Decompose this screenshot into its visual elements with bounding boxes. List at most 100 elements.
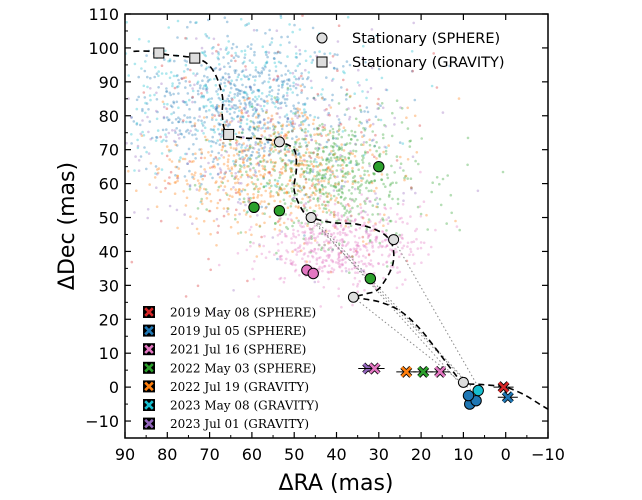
cloud-point <box>233 213 237 217</box>
cloud-point <box>345 98 348 101</box>
cloud-point <box>342 149 346 152</box>
cloud-point <box>342 70 345 73</box>
cloud-point <box>406 222 409 225</box>
cloud-point <box>257 95 261 98</box>
cloud-point <box>267 73 271 77</box>
cloud-point <box>276 77 280 80</box>
cloud-point <box>234 181 237 185</box>
cloud-point <box>137 95 140 99</box>
cloud-point <box>169 170 173 174</box>
cloud-point <box>265 160 269 164</box>
cloud-point <box>246 210 250 213</box>
cloud-point <box>329 232 333 236</box>
cloud-point <box>316 152 320 156</box>
cloud-point <box>303 206 307 210</box>
cloud-point <box>236 114 240 118</box>
cloud-point <box>289 218 293 221</box>
cloud-point <box>184 204 188 207</box>
cloud-point <box>383 213 386 217</box>
cloud-point <box>353 266 357 270</box>
cloud-point <box>215 103 219 107</box>
cloud-point <box>198 189 201 192</box>
cloud-point <box>212 46 215 49</box>
cloud-point <box>129 116 133 119</box>
cloud-point <box>312 97 316 100</box>
cloud-point <box>202 95 205 99</box>
cloud-point <box>234 160 237 164</box>
cloud-point <box>387 195 391 198</box>
cloud-point <box>372 172 376 176</box>
cloud-point <box>276 179 280 183</box>
cloud-point <box>273 102 276 105</box>
legend-top-label: Stationary (SPHERE) <box>352 31 500 47</box>
cloud-point <box>204 192 208 195</box>
cloud-point <box>340 179 344 182</box>
legend-top-entry: Stationary (GRAVITY) <box>316 55 505 71</box>
cloud-point <box>326 170 329 173</box>
cloud-point <box>205 208 208 211</box>
cloud-point <box>312 151 316 154</box>
cloud-point <box>247 101 251 105</box>
cloud-point <box>366 196 370 200</box>
cloud-point <box>276 75 280 79</box>
cloud-point <box>339 202 343 205</box>
cloud-point <box>218 167 222 170</box>
cloud-point <box>365 78 368 82</box>
cloud-point <box>248 125 252 129</box>
cloud-point <box>380 178 383 181</box>
cloud-point <box>406 245 409 248</box>
cloud-point <box>302 111 306 114</box>
cloud-point <box>317 204 321 207</box>
cloud-point <box>366 236 370 240</box>
cloud-point <box>371 204 375 207</box>
cloud-point <box>331 259 335 263</box>
cloud-point <box>200 46 204 50</box>
cloud-point <box>419 212 423 216</box>
cloud-point <box>138 123 142 127</box>
cloud-point <box>213 130 216 134</box>
cloud-point <box>305 160 309 163</box>
cloud-point <box>189 20 192 24</box>
cloud-point <box>329 106 333 109</box>
cloud-point <box>269 119 273 122</box>
cloud-point <box>242 197 246 200</box>
cloud-point <box>335 144 339 148</box>
cloud-point <box>376 107 380 110</box>
cloud-point <box>268 86 272 89</box>
x-tick-label: −10 <box>531 445 565 464</box>
cloud-point <box>156 129 160 132</box>
cloud-point <box>191 89 195 93</box>
cloud-point <box>299 190 302 193</box>
cloud-point <box>206 138 209 142</box>
cloud-point <box>224 149 227 153</box>
cloud-point <box>137 75 140 79</box>
cloud-point <box>297 206 300 210</box>
cloud-point <box>183 114 186 117</box>
cloud-point <box>248 85 252 88</box>
cloud-point <box>291 129 294 133</box>
cloud-point <box>251 150 254 154</box>
cloud-point <box>337 24 341 28</box>
cloud-point <box>270 95 274 98</box>
cloud-point <box>353 174 357 178</box>
cloud-point <box>349 150 352 153</box>
cloud-point <box>319 132 323 135</box>
cloud-point <box>316 149 320 152</box>
cloud-point <box>200 119 203 123</box>
cloud-point <box>250 233 253 237</box>
cloud-point <box>299 145 303 148</box>
cloud-point <box>430 190 434 194</box>
cloud-point <box>243 102 247 105</box>
cloud-point <box>290 170 293 173</box>
cloud-point <box>341 175 345 179</box>
cloud-point <box>188 169 191 173</box>
cloud-point <box>304 141 308 144</box>
cloud-point <box>331 77 335 81</box>
cloud-point <box>305 144 309 148</box>
cloud-point <box>327 165 330 169</box>
cloud-point <box>265 61 269 64</box>
cloud-point <box>283 261 287 265</box>
cloud-point <box>233 69 236 72</box>
cloud-point <box>383 123 386 127</box>
cloud-point <box>224 48 228 51</box>
